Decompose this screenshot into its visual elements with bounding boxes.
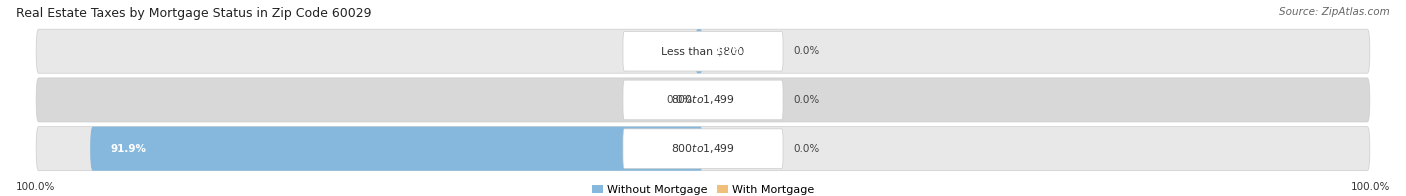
Text: Source: ZipAtlas.com: Source: ZipAtlas.com [1279, 7, 1391, 17]
Text: 100.0%: 100.0% [15, 182, 55, 192]
FancyBboxPatch shape [623, 129, 783, 169]
Text: 91.9%: 91.9% [110, 144, 146, 154]
Text: $800 to $1,499: $800 to $1,499 [671, 142, 735, 155]
FancyBboxPatch shape [90, 127, 703, 171]
FancyBboxPatch shape [695, 29, 703, 73]
Text: 1.2%: 1.2% [716, 46, 744, 56]
Text: 100.0%: 100.0% [1351, 182, 1391, 192]
Text: 0.0%: 0.0% [793, 95, 820, 105]
FancyBboxPatch shape [623, 80, 783, 120]
FancyBboxPatch shape [623, 31, 783, 71]
FancyBboxPatch shape [37, 127, 1369, 171]
Text: $800 to $1,499: $800 to $1,499 [671, 93, 735, 106]
FancyBboxPatch shape [37, 29, 1369, 73]
Text: 0.0%: 0.0% [666, 95, 693, 105]
Legend: Without Mortgage, With Mortgage: Without Mortgage, With Mortgage [592, 185, 814, 195]
Text: 0.0%: 0.0% [793, 144, 820, 154]
Text: Less than $800: Less than $800 [661, 46, 745, 56]
Text: Real Estate Taxes by Mortgage Status in Zip Code 60029: Real Estate Taxes by Mortgage Status in … [15, 7, 371, 20]
Text: 0.0%: 0.0% [793, 46, 820, 56]
FancyBboxPatch shape [37, 78, 1369, 122]
